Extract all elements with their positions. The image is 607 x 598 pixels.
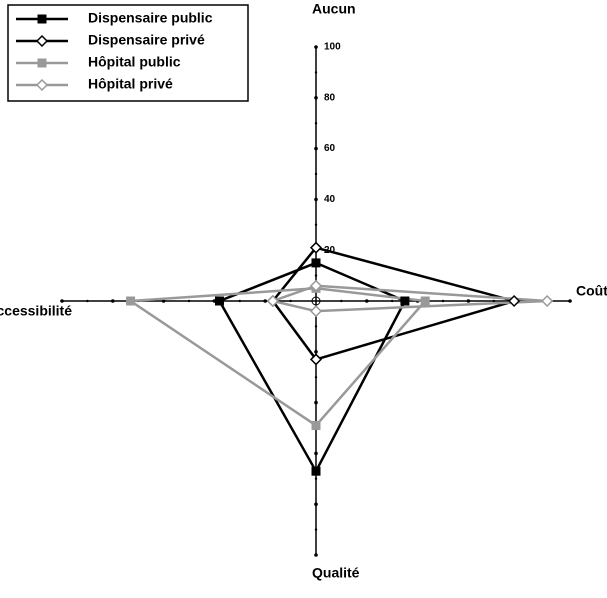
minor-tick bbox=[314, 376, 318, 379]
tick-mark bbox=[314, 502, 318, 507]
minor-tick bbox=[314, 477, 318, 480]
minor-tick bbox=[314, 71, 318, 74]
axis-label: Accessibilité bbox=[0, 303, 72, 319]
data-point bbox=[311, 420, 321, 430]
tick-mark bbox=[111, 299, 115, 303]
tick-mark bbox=[263, 299, 268, 303]
minor-tick bbox=[492, 299, 495, 303]
minor-tick bbox=[314, 528, 318, 531]
tick-mark bbox=[314, 350, 318, 354]
legend-label: Hôpital public bbox=[88, 54, 181, 70]
data-point bbox=[309, 279, 323, 292]
data-point bbox=[266, 294, 279, 308]
tick-mark bbox=[314, 45, 318, 49]
tick-mark bbox=[314, 146, 318, 151]
legend-label: Hôpital privé bbox=[88, 76, 173, 92]
tick-mark bbox=[314, 451, 318, 456]
data-point bbox=[309, 305, 323, 318]
data-point bbox=[400, 296, 410, 306]
minor-tick bbox=[238, 299, 241, 303]
minor-tick bbox=[340, 299, 343, 303]
data-point bbox=[508, 294, 521, 308]
minor-tick bbox=[314, 274, 318, 277]
minor-tick bbox=[441, 299, 445, 303]
minor-tick bbox=[314, 122, 318, 125]
tick-label: 100 bbox=[324, 42, 341, 53]
data-point bbox=[541, 294, 554, 308]
minor-tick bbox=[86, 299, 89, 303]
tick-mark bbox=[314, 197, 318, 202]
legend-marker bbox=[35, 34, 49, 48]
tick-mark bbox=[314, 96, 318, 100]
tick-mark bbox=[568, 299, 572, 303]
tick-mark bbox=[314, 400, 318, 405]
legend-label: Dispensaire privé bbox=[88, 32, 205, 48]
tick-mark bbox=[60, 299, 64, 303]
tick-label: 80 bbox=[324, 92, 336, 103]
data-point bbox=[214, 296, 224, 306]
axis-label: Aucun bbox=[312, 1, 356, 17]
tick-label: 60 bbox=[324, 143, 336, 154]
minor-tick bbox=[391, 299, 394, 303]
data-point bbox=[309, 241, 323, 254]
legend-marker bbox=[37, 58, 47, 68]
data-point bbox=[420, 296, 430, 306]
tick-mark bbox=[365, 299, 369, 303]
minor-tick bbox=[289, 299, 292, 303]
minor-tick bbox=[314, 325, 318, 328]
legend-marker bbox=[37, 14, 47, 24]
data-point bbox=[126, 296, 136, 306]
tick-mark bbox=[466, 299, 471, 303]
legend-marker bbox=[35, 78, 49, 92]
axis-label: Qualité bbox=[312, 565, 360, 581]
legend-label: Dispensaire public bbox=[88, 10, 213, 26]
data-point bbox=[311, 466, 321, 476]
data-point bbox=[311, 258, 321, 268]
center bbox=[311, 296, 321, 306]
minor-tick bbox=[187, 299, 191, 303]
axis-label: Coût bbox=[576, 283, 607, 299]
tick-mark bbox=[314, 553, 318, 557]
minor-tick bbox=[314, 172, 318, 176]
data-point bbox=[309, 353, 323, 366]
minor-tick bbox=[314, 223, 318, 226]
tick-mark bbox=[161, 299, 166, 303]
tick-label: 40 bbox=[324, 194, 336, 205]
